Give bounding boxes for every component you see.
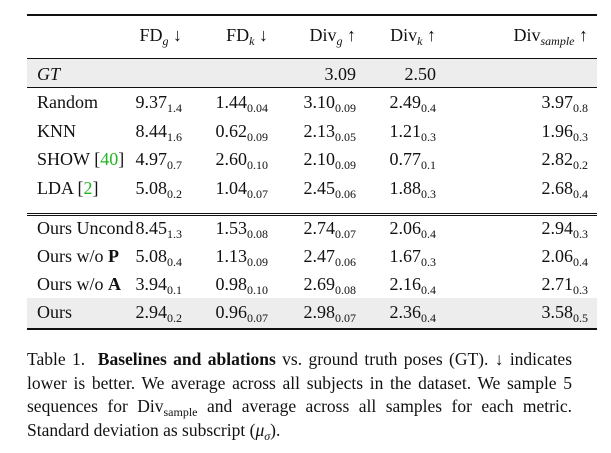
table-cell: 0.960.07 [215, 302, 269, 325]
table-cell: 2.940.2 [135, 302, 183, 325]
group-rule-2 [27, 215, 597, 216]
table-cell: 3.100.09 [303, 92, 357, 115]
table-cell: 5.080.4 [135, 246, 183, 269]
header-div-sample: Divsample ↑ [513, 25, 589, 48]
citation-link[interactable]: 40 [100, 149, 119, 169]
table-cell: 4.970.7 [135, 149, 183, 172]
table-cell: 0.770.1 [389, 149, 437, 172]
row-label: Ours w/o A [37, 274, 121, 294]
gt-row-shade [27, 59, 597, 87]
table-cell: 2.100.09 [303, 149, 357, 172]
table-cell: 8.451.3 [135, 218, 183, 241]
table-cell: 5.080.2 [135, 177, 183, 201]
table-cell: 3.940.1 [135, 274, 183, 297]
header-rule [27, 58, 597, 59]
gt-div-k: 2.50 [404, 64, 437, 84]
row-label: Ours [37, 302, 72, 322]
gt-label: GT [37, 64, 61, 84]
caption-bold: Baselines and ablations [97, 349, 276, 369]
table-cell: 2.360.4 [389, 302, 437, 325]
table-cell: 1.210.3 [389, 120, 437, 144]
top-rule [27, 14, 597, 16]
table-cell: 1.670.3 [389, 246, 437, 269]
row-label: SHOW [40] [37, 149, 125, 169]
table-cell: 2.060.4 [389, 218, 437, 241]
row-label: KNN [37, 120, 76, 141]
row-label: Ours Uncond [37, 218, 134, 238]
table-cell: 2.470.06 [303, 246, 357, 269]
table-cell: 0.620.09 [215, 120, 269, 144]
row-label: Ours w/o P [37, 246, 119, 266]
caption-prefix: Table 1. [27, 349, 86, 369]
bottom-rule [27, 328, 597, 330]
table-cell: 1.880.3 [389, 177, 437, 201]
citation-link[interactable]: 2 [83, 177, 93, 198]
table-cell: 2.940.3 [541, 218, 589, 241]
table-cell: 2.160.4 [389, 274, 437, 297]
table-cell: 3.580.5 [541, 302, 589, 325]
table-cell: 2.690.08 [303, 274, 357, 297]
table-caption: Table 1. Baselines and ablations vs. gro… [27, 349, 573, 443]
row-label: Random [37, 92, 98, 112]
row-label: LDA [2] [37, 177, 99, 198]
table-cell: 2.060.4 [541, 246, 589, 269]
table-cell: 1.530.08 [215, 218, 269, 241]
gt-div-g: 3.09 [324, 64, 357, 84]
table-cell: 2.600.10 [215, 149, 269, 172]
table-cell: 2.680.4 [541, 177, 589, 201]
table-cell: 1.130.09 [215, 246, 269, 269]
header-fd-k: FDk ↓ [226, 25, 268, 48]
table-cell: 1.440.04 [215, 92, 269, 115]
table-cell: 2.980.07 [303, 302, 357, 325]
table-cell: 9.371.4 [135, 92, 183, 115]
table-cell: 2.710.3 [541, 274, 589, 297]
table-cell: 0.980.10 [215, 274, 269, 297]
table-cell: 3.970.8 [541, 92, 589, 115]
results-table: FDg ↓ FDk ↓ Divg ↑ Divk ↑ Divsample ↑ GT… [27, 14, 597, 331]
gt-rule [27, 87, 597, 88]
ours-row-shade [27, 298, 597, 328]
table-cell: 2.740.07 [303, 218, 357, 241]
table-cell: 8.441.6 [135, 120, 183, 144]
table-cell: 2.490.4 [389, 92, 437, 115]
header-div-g: Divg ↑ [309, 25, 357, 48]
header-div-k: Divk ↑ [390, 25, 436, 48]
table-cell: 1.040.07 [215, 177, 269, 201]
header-fd-g: FDg ↓ [139, 25, 182, 48]
table-cell: 2.450.06 [303, 177, 357, 201]
table-cell: 1.960.3 [541, 120, 589, 144]
group-rule-1 [27, 213, 597, 214]
table-cell: 2.820.2 [541, 149, 589, 172]
table-cell: 2.130.05 [303, 120, 357, 144]
